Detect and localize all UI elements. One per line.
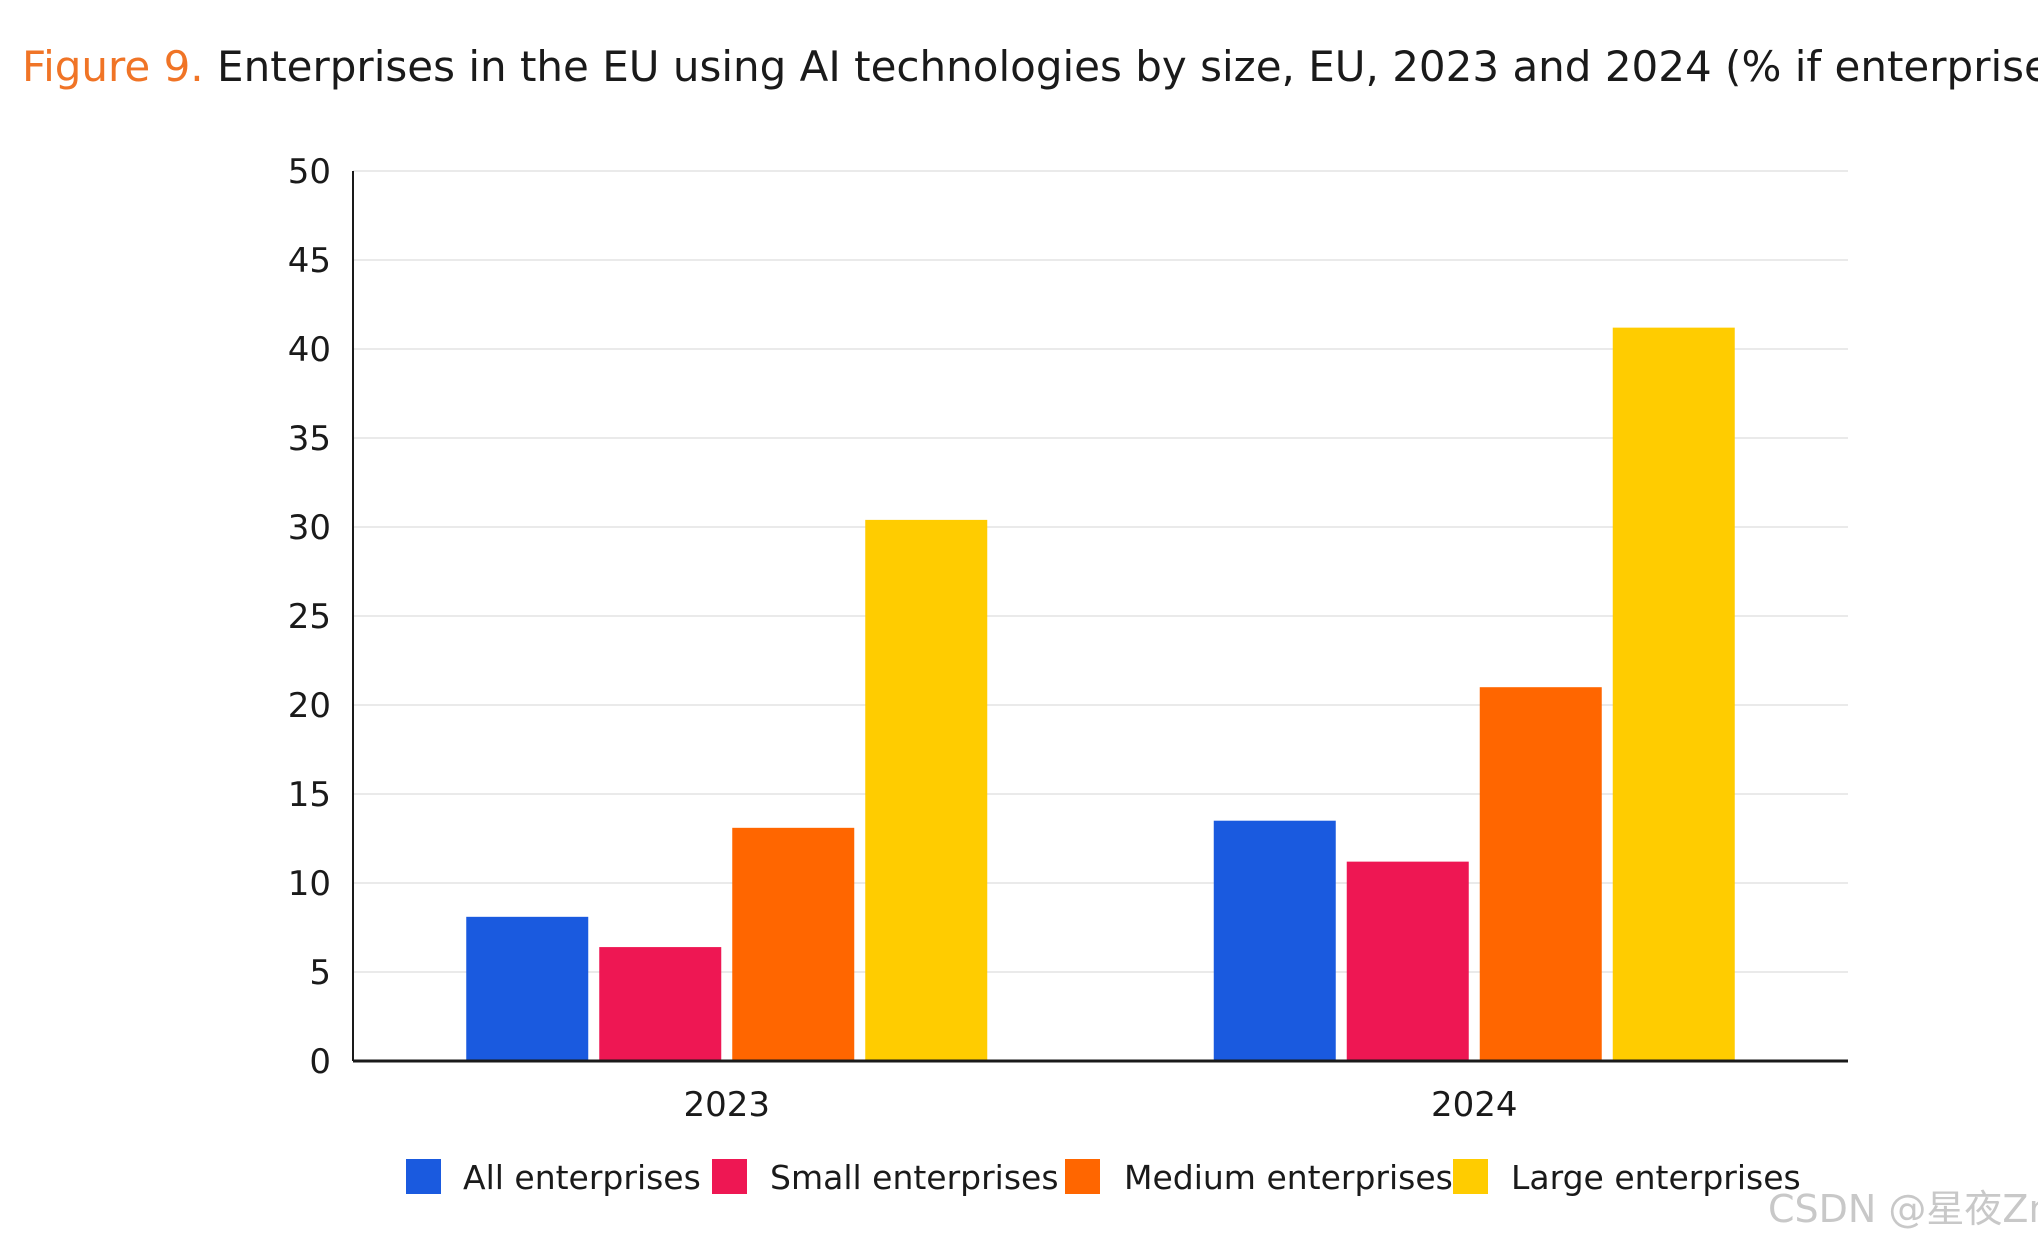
- figure-label: Figure 9.: [22, 42, 204, 91]
- axes: [352, 171, 1848, 1063]
- bar-2023-all-enterprises: [466, 916, 589, 1061]
- bar-2024-large-enterprises: [1612, 327, 1735, 1061]
- legend-item-small-enterprises: Small enterprises: [712, 1158, 1059, 1197]
- legend-label: All enterprises: [463, 1158, 701, 1197]
- legend-item-medium-enterprises: Medium enterprises: [1065, 1158, 1453, 1197]
- y-tick-label-5: 5: [309, 953, 331, 993]
- y-tick-label-45: 45: [288, 241, 331, 281]
- bars: [466, 327, 1735, 1061]
- legend-label: Large enterprises: [1511, 1158, 1801, 1197]
- y-tick-label-15: 15: [288, 775, 331, 815]
- legend-swatch: [406, 1159, 441, 1194]
- chart-title: Figure 9. Enterprises in the EU using AI…: [22, 42, 2038, 91]
- legend-item-large-enterprises: Large enterprises: [1453, 1158, 1801, 1197]
- bar-2024-small-enterprises: [1346, 861, 1469, 1061]
- y-tick-label-30: 30: [288, 508, 331, 548]
- bar-2024-medium-enterprises: [1479, 687, 1602, 1061]
- legend-swatch: [712, 1159, 747, 1194]
- legend-label: Small enterprises: [770, 1158, 1059, 1197]
- figure-title-text: Enterprises in the EU using AI technolog…: [217, 42, 2038, 91]
- y-tick-label-20: 20: [288, 686, 331, 726]
- x-tick-label-2024: 2024: [1431, 1085, 1518, 1125]
- y-tick-label-0: 0: [309, 1042, 331, 1082]
- legend-swatch: [1453, 1159, 1488, 1194]
- y-tick-label-10: 10: [288, 864, 331, 904]
- y-tick-label-50: 50: [288, 152, 331, 192]
- legend-swatch: [1065, 1159, 1100, 1194]
- bar-2023-small-enterprises: [599, 947, 722, 1061]
- tick-labels: 0 5 10 15 20 25 30 35 40 45 50 2023 2024: [288, 152, 1518, 1125]
- legend-item-all-enterprises: All enterprises: [406, 1158, 701, 1197]
- legend: All enterprises Small enterprises Medium e…: [406, 1158, 1801, 1197]
- y-tick-label-35: 35: [288, 419, 331, 459]
- y-tick-label-25: 25: [288, 597, 331, 637]
- watermark: CSDN @星夜Zn: [1768, 1187, 2038, 1231]
- x-tick-label-2023: 2023: [683, 1085, 770, 1125]
- bar-2023-large-enterprises: [865, 519, 988, 1061]
- y-tick-label-40: 40: [288, 330, 331, 370]
- legend-label: Medium enterprises: [1124, 1158, 1453, 1197]
- bar-2023-medium-enterprises: [732, 827, 855, 1061]
- bar-2024-all-enterprises: [1213, 820, 1336, 1061]
